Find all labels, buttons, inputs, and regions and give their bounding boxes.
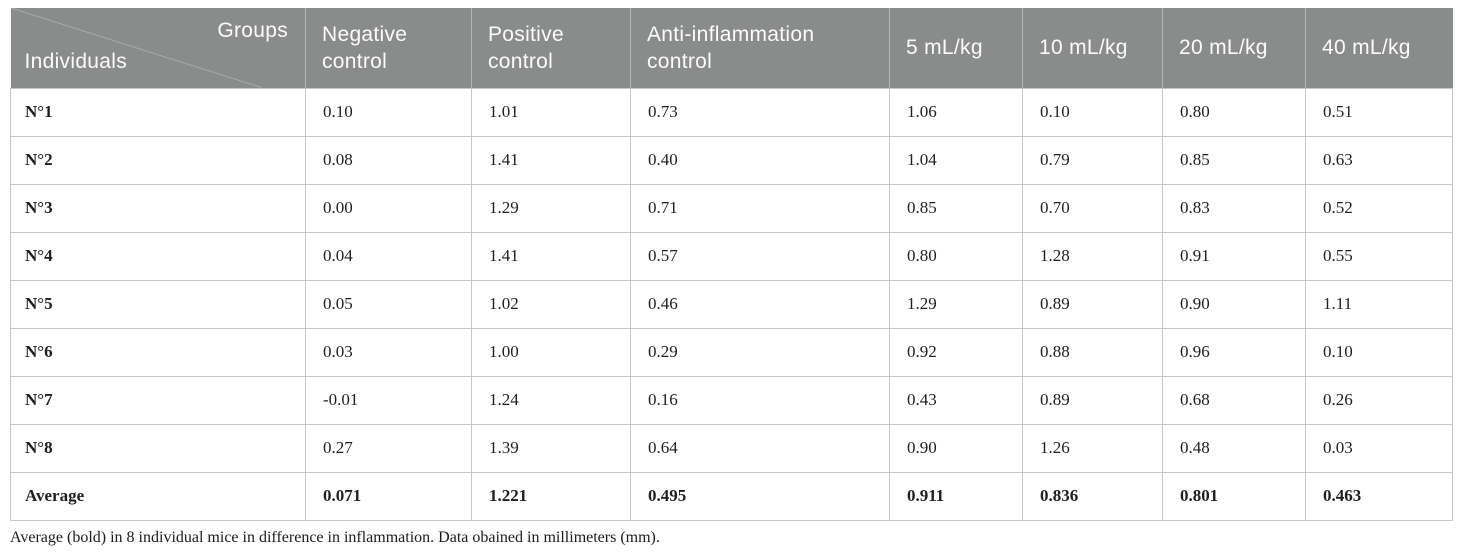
header-row: Groups Individuals Negative control Posi… bbox=[10, 8, 1453, 89]
table-cell: 0.05 bbox=[305, 279, 472, 329]
table-cell: 1.41 bbox=[471, 135, 631, 185]
table-cell: 1.29 bbox=[471, 183, 631, 233]
table-cell: 0.10 bbox=[305, 87, 472, 137]
table-cell: 0.85 bbox=[1162, 135, 1306, 185]
table-cell: 0.52 bbox=[1305, 183, 1453, 233]
table-cell: 0.29 bbox=[630, 327, 890, 377]
row-label: N°4 bbox=[10, 231, 306, 281]
table-cell: 0.48 bbox=[1162, 423, 1306, 473]
table-cell: 0.40 bbox=[630, 135, 890, 185]
table-cell: 0.80 bbox=[889, 231, 1023, 281]
row-label: N°1 bbox=[10, 87, 306, 137]
table-cell: -0.01 bbox=[305, 375, 472, 425]
table-cell: 0.46 bbox=[630, 279, 890, 329]
table-cell: 0.90 bbox=[889, 423, 1023, 473]
table-cell: 0.89 bbox=[1022, 279, 1163, 329]
row-label: N°8 bbox=[10, 423, 306, 473]
table-cell: 0.071 bbox=[305, 471, 472, 521]
column-header-40mlkg: 40 mL/kg bbox=[1305, 8, 1453, 89]
row-label: N°7 bbox=[10, 375, 306, 425]
table-cell: 1.06 bbox=[889, 87, 1023, 137]
column-header-20mlkg: 20 mL/kg bbox=[1162, 8, 1306, 89]
table-cell: 0.08 bbox=[305, 135, 472, 185]
table-cell: 0.03 bbox=[305, 327, 472, 377]
table-cell: 1.221 bbox=[471, 471, 631, 521]
row-label: N°5 bbox=[10, 279, 306, 329]
table-cell: 0.55 bbox=[1305, 231, 1453, 281]
table-cell: 0.836 bbox=[1022, 471, 1163, 521]
inflammation-table: Groups Individuals Negative control Posi… bbox=[10, 8, 1453, 521]
table-row: N°3 0.00 1.29 0.71 0.85 0.70 0.83 0.52 bbox=[10, 183, 1453, 233]
column-header-anti-inflammation-control: Anti-inflammation control bbox=[630, 8, 890, 89]
table-cell: 0.90 bbox=[1162, 279, 1306, 329]
row-label: N°3 bbox=[10, 183, 306, 233]
column-header-negative-control: Negative control bbox=[305, 8, 472, 89]
table-cell: 1.01 bbox=[471, 87, 631, 137]
table-cell: 0.00 bbox=[305, 183, 472, 233]
table-cell: 0.79 bbox=[1022, 135, 1163, 185]
table-cell: 0.64 bbox=[630, 423, 890, 473]
table-row: N°4 0.04 1.41 0.57 0.80 1.28 0.91 0.55 bbox=[10, 231, 1453, 281]
table-cell: 0.88 bbox=[1022, 327, 1163, 377]
table-cell: 0.16 bbox=[630, 375, 890, 425]
table-cell: 0.83 bbox=[1162, 183, 1306, 233]
table-row: N°8 0.27 1.39 0.64 0.90 1.26 0.48 0.03 bbox=[10, 423, 1453, 473]
table-row: N°6 0.03 1.00 0.29 0.92 0.88 0.96 0.10 bbox=[10, 327, 1453, 377]
table-cell: 0.89 bbox=[1022, 375, 1163, 425]
table-cell: 1.26 bbox=[1022, 423, 1163, 473]
table-cell: 0.463 bbox=[1305, 471, 1453, 521]
table-cell: 0.80 bbox=[1162, 87, 1306, 137]
table-cell: 0.43 bbox=[889, 375, 1023, 425]
table-cell: 0.63 bbox=[1305, 135, 1453, 185]
diagonal-divider-line bbox=[11, 8, 306, 88]
table-cell: 0.801 bbox=[1162, 471, 1306, 521]
corner-label-individuals: Individuals bbox=[24, 49, 128, 73]
table-cell: 1.39 bbox=[471, 423, 631, 473]
table-cell: 1.29 bbox=[889, 279, 1023, 329]
table-cell: 0.92 bbox=[889, 327, 1023, 377]
table-cell: 1.11 bbox=[1305, 279, 1453, 329]
table-row: N°5 0.05 1.02 0.46 1.29 0.89 0.90 1.11 bbox=[10, 279, 1453, 329]
table-cell: 0.04 bbox=[305, 231, 472, 281]
table-cell: 0.10 bbox=[1305, 327, 1453, 377]
table-caption: Average (bold) in 8 individual mice in d… bbox=[10, 529, 660, 546]
table-cell: 1.04 bbox=[889, 135, 1023, 185]
table-cell: 0.10 bbox=[1022, 87, 1163, 137]
column-header-positive-control: Positive control bbox=[471, 8, 631, 89]
table-cell: 0.73 bbox=[630, 87, 890, 137]
table-cell: 1.24 bbox=[471, 375, 631, 425]
column-header-5mlkg: 5 mL/kg bbox=[889, 8, 1023, 89]
table-cell: 1.41 bbox=[471, 231, 631, 281]
table-cell: 1.00 bbox=[471, 327, 631, 377]
table-cell: 0.70 bbox=[1022, 183, 1163, 233]
row-label: Average bbox=[10, 471, 306, 521]
table-cell: 0.57 bbox=[630, 231, 890, 281]
corner-header-cell: Groups Individuals bbox=[10, 8, 306, 89]
table-cell: 0.27 bbox=[305, 423, 472, 473]
table-cell: 0.911 bbox=[889, 471, 1023, 521]
table-cell: 0.85 bbox=[889, 183, 1023, 233]
table-cell: 1.28 bbox=[1022, 231, 1163, 281]
average-row: Average 0.071 1.221 0.495 0.911 0.836 0.… bbox=[10, 471, 1453, 521]
table-cell: 0.68 bbox=[1162, 375, 1306, 425]
row-label: N°2 bbox=[10, 135, 306, 185]
table-row: N°7 -0.01 1.24 0.16 0.43 0.89 0.68 0.26 bbox=[10, 375, 1453, 425]
table-cell: 0.26 bbox=[1305, 375, 1453, 425]
table-cell: 0.91 bbox=[1162, 231, 1306, 281]
table-cell: 0.51 bbox=[1305, 87, 1453, 137]
column-header-10mlkg: 10 mL/kg bbox=[1022, 8, 1163, 89]
row-label: N°6 bbox=[10, 327, 306, 377]
table-cell: 0.71 bbox=[630, 183, 890, 233]
table-row: N°2 0.08 1.41 0.40 1.04 0.79 0.85 0.63 bbox=[10, 135, 1453, 185]
table-cell: 0.03 bbox=[1305, 423, 1453, 473]
table-row: N°1 0.10 1.01 0.73 1.06 0.10 0.80 0.51 bbox=[10, 87, 1453, 137]
table-cell: 0.96 bbox=[1162, 327, 1306, 377]
corner-label-groups: Groups bbox=[217, 19, 288, 42]
table-cell: 0.495 bbox=[630, 471, 890, 521]
table-cell: 1.02 bbox=[471, 279, 631, 329]
